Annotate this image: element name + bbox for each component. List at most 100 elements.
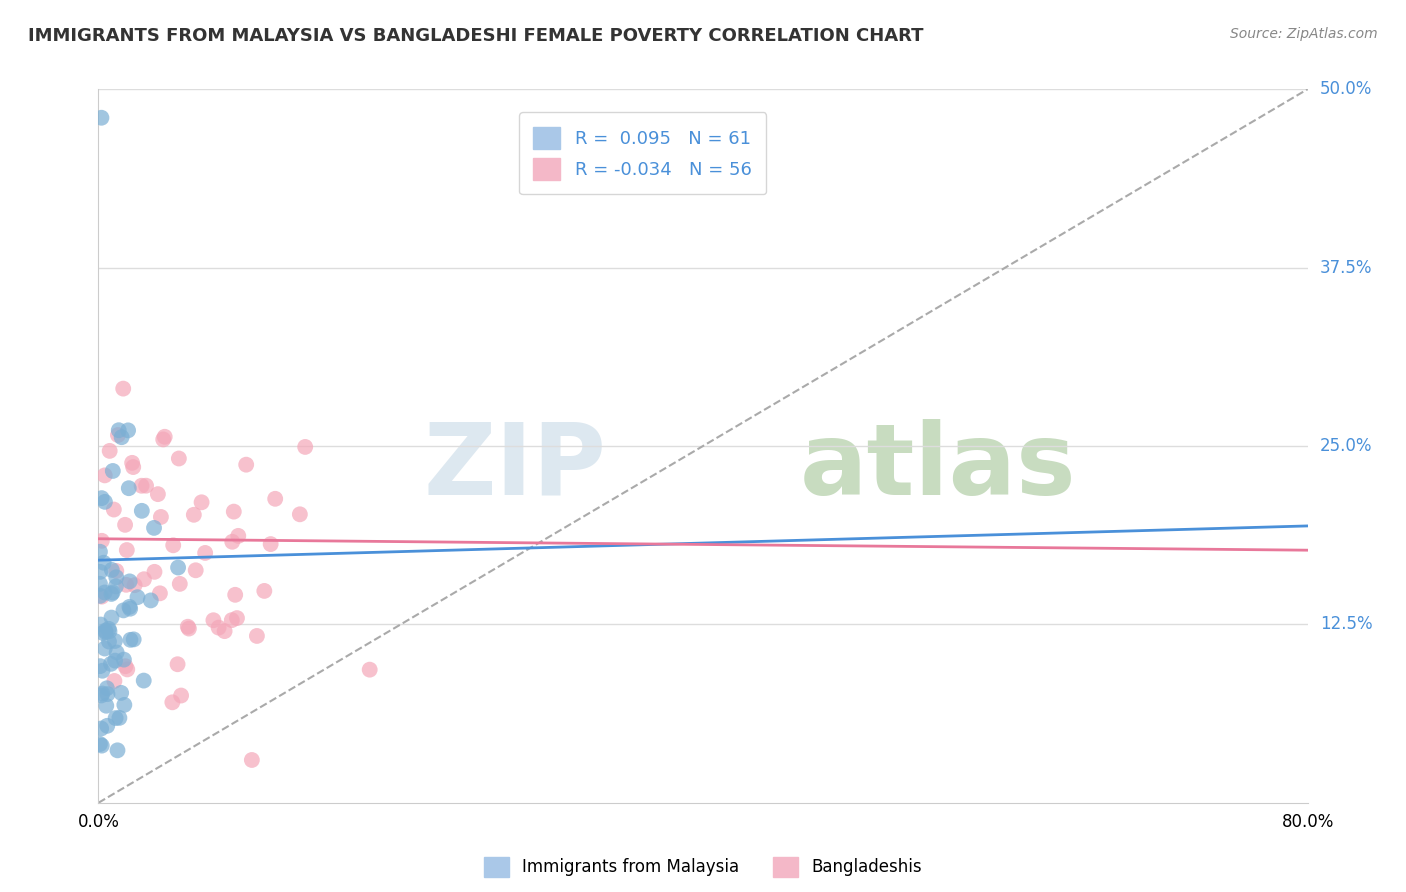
Point xyxy=(121,456,143,470)
Legend: Immigrants from Malaysia, Bangladeshis: Immigrants from Malaysia, Bangladeshis xyxy=(478,850,928,884)
Point xyxy=(139,593,162,607)
Point xyxy=(110,686,132,700)
Point xyxy=(167,560,190,574)
Point xyxy=(89,545,111,559)
Point xyxy=(112,698,135,712)
Text: ZIP: ZIP xyxy=(423,419,606,516)
Point xyxy=(112,652,135,666)
Point xyxy=(96,719,118,733)
Point xyxy=(100,657,122,671)
Point xyxy=(108,711,131,725)
Point xyxy=(111,430,134,444)
Point xyxy=(94,641,117,656)
Point xyxy=(143,565,166,579)
Point xyxy=(93,585,115,599)
Text: 50.0%: 50.0% xyxy=(1320,80,1372,98)
Point xyxy=(105,570,128,584)
Point xyxy=(260,537,283,551)
Point xyxy=(104,634,127,648)
Point xyxy=(93,556,115,570)
Point xyxy=(177,622,200,636)
Text: 12.5%: 12.5% xyxy=(1320,615,1372,633)
Point xyxy=(94,624,117,638)
Point xyxy=(93,468,115,483)
Point xyxy=(98,624,121,639)
Point xyxy=(89,589,111,603)
Point xyxy=(122,632,145,647)
Point xyxy=(152,433,174,447)
Point xyxy=(288,508,311,522)
Point xyxy=(240,753,263,767)
Point xyxy=(132,673,155,688)
Point xyxy=(90,722,112,736)
Point xyxy=(135,478,157,492)
Point xyxy=(131,504,153,518)
Point xyxy=(89,737,111,751)
Point xyxy=(149,510,172,524)
Point xyxy=(146,487,169,501)
Point xyxy=(294,440,316,454)
Text: 25.0%: 25.0% xyxy=(1320,437,1372,455)
Point xyxy=(226,611,249,625)
Point xyxy=(207,621,229,635)
Point xyxy=(253,583,276,598)
Point xyxy=(221,613,243,627)
Point xyxy=(104,711,127,725)
Point xyxy=(98,443,121,458)
Point xyxy=(235,458,257,472)
Point xyxy=(112,382,135,396)
Point xyxy=(117,662,139,676)
Point xyxy=(105,645,128,659)
Point xyxy=(166,657,188,672)
Point xyxy=(264,491,287,506)
Point xyxy=(89,565,111,579)
Point xyxy=(91,664,114,678)
Point xyxy=(222,505,245,519)
Text: 37.5%: 37.5% xyxy=(1320,259,1372,277)
Point xyxy=(96,698,118,713)
Point xyxy=(114,517,136,532)
Point xyxy=(120,632,142,647)
Point xyxy=(90,533,112,548)
Point xyxy=(118,574,141,589)
Point xyxy=(153,430,176,444)
Point xyxy=(100,610,122,624)
Text: atlas: atlas xyxy=(800,419,1077,516)
Point xyxy=(96,687,118,701)
Point xyxy=(246,629,269,643)
Point xyxy=(226,529,249,543)
Point xyxy=(120,601,142,615)
Point xyxy=(131,479,153,493)
Point xyxy=(100,587,122,601)
Point xyxy=(167,451,190,466)
Point xyxy=(101,585,124,599)
Point xyxy=(183,508,205,522)
Point xyxy=(101,563,124,577)
Point xyxy=(194,546,217,560)
Point xyxy=(91,686,114,700)
Point xyxy=(103,502,125,516)
Point xyxy=(94,624,117,639)
Point xyxy=(169,577,191,591)
Point xyxy=(162,695,184,709)
Point xyxy=(114,659,136,673)
Point xyxy=(359,663,381,677)
Point xyxy=(118,599,141,614)
Point xyxy=(94,495,117,509)
Point xyxy=(221,534,243,549)
Point xyxy=(214,624,236,639)
Point xyxy=(170,689,193,703)
Point xyxy=(90,111,112,125)
Point xyxy=(103,673,125,688)
Point xyxy=(90,491,112,505)
Point xyxy=(89,659,111,673)
Point xyxy=(115,578,138,592)
Point xyxy=(90,739,112,753)
Point xyxy=(107,423,129,437)
Point xyxy=(117,423,139,437)
Point xyxy=(124,578,146,592)
Point xyxy=(224,588,246,602)
Point xyxy=(107,743,129,757)
Point xyxy=(96,681,118,696)
Point xyxy=(97,622,120,636)
